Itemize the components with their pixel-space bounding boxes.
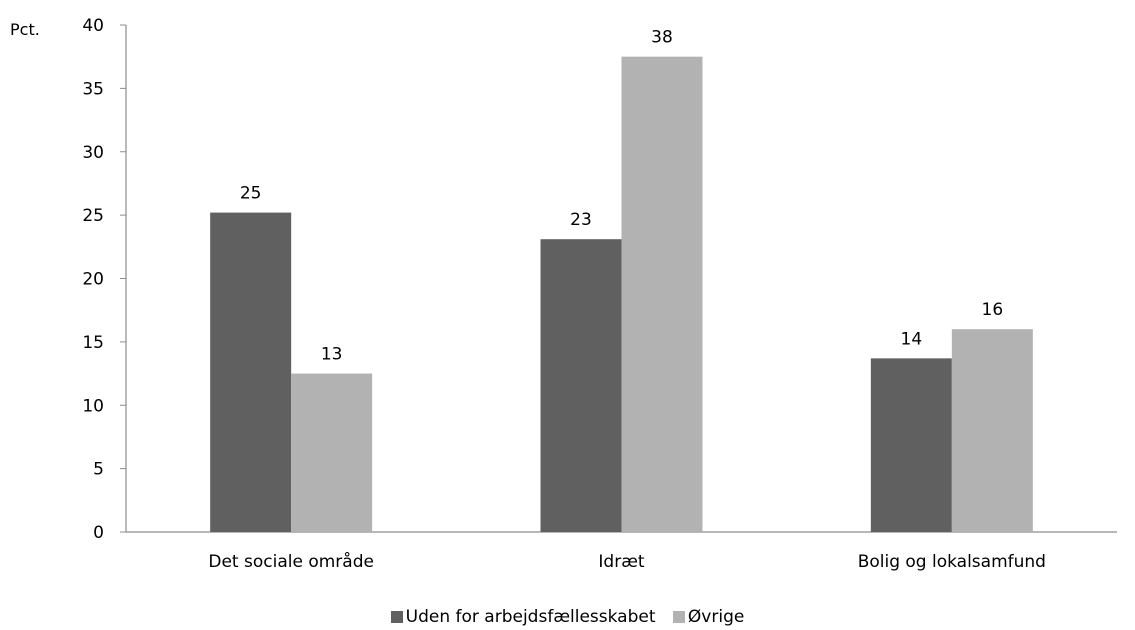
bars-group: 25 13 23 38 14 16: [210, 28, 1033, 532]
y-tick-label-15: 15: [82, 333, 104, 353]
y-axis-label: Pct.: [10, 20, 40, 39]
legend-label-ovrige: Øvrige: [687, 607, 745, 627]
data-label-s1-c2: 16: [982, 300, 1004, 320]
category-label-2: Bolig og lokalsamfund: [858, 552, 1046, 572]
data-label-s0-c0: 25: [240, 184, 262, 204]
legend-swatch-uden: [390, 611, 403, 623]
legend-label-uden: Uden for arbejdsfællesskabet: [405, 607, 656, 627]
bar-s1-c2: [951, 329, 1033, 532]
y-axis-ticks: 0 5 10 15 20 25 30 35 40: [82, 16, 126, 543]
y-tick-label-35: 35: [82, 79, 104, 99]
bar-s0-c2: [870, 358, 952, 532]
legend-item-uden: Uden for arbejdsfællesskabet: [390, 607, 656, 627]
y-tick-label-25: 25: [82, 206, 104, 226]
y-tick-label-30: 30: [82, 143, 104, 163]
category-label-0: Det sociale område: [208, 551, 374, 572]
legend-item-ovrige: Øvrige: [672, 607, 745, 627]
bar-s1-c1: [621, 56, 703, 532]
legend-swatch-ovrige: [672, 611, 685, 623]
data-label-s0-c1: 23: [570, 210, 592, 230]
category-label-1: Idræt: [598, 552, 644, 572]
bar-s0-c1: [540, 239, 622, 532]
bar-s0-c0: [210, 212, 292, 532]
legend: Uden for arbejdsfællesskabet Øvrige: [0, 607, 1135, 628]
y-tick-label-0: 0: [93, 523, 104, 543]
y-tick-label-20: 20: [82, 270, 104, 290]
category-labels: Det sociale område Idræt Bolig og lokalsam…: [208, 551, 1046, 572]
bar-chart: Pct. 0 5 10 15 20 25 30 35 40 25 13 23 38 14 16 Det s…: [10, 16, 1117, 572]
data-label-s1-c1: 38: [651, 28, 673, 48]
y-tick-label-40: 40: [82, 16, 104, 36]
y-tick-label-10: 10: [82, 396, 104, 416]
data-label-s1-c0: 13: [321, 345, 343, 365]
bar-s1-c0: [291, 373, 373, 532]
data-label-s0-c2: 14: [901, 329, 923, 349]
y-tick-label-5: 5: [93, 460, 104, 480]
